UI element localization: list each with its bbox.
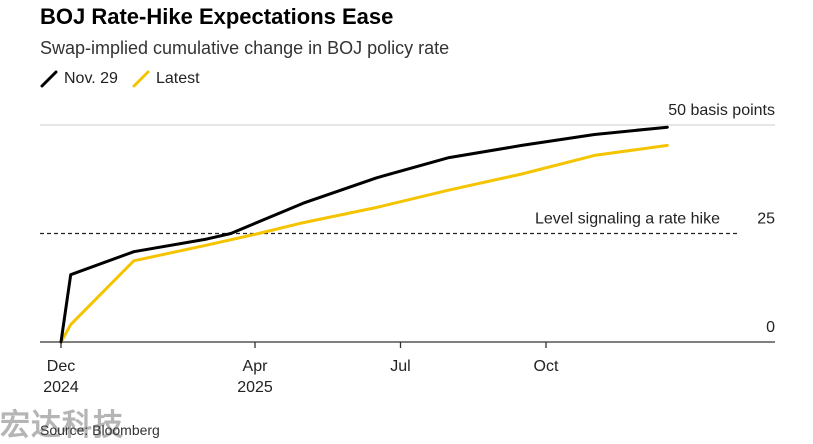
x-tick-label-0: Dec <box>47 358 75 375</box>
legend-item-latest: Latest <box>132 70 200 88</box>
x-tick-sublabel-1: 2025 <box>237 379 273 396</box>
y-tick-label-25: 25 <box>757 211 775 228</box>
x-tick-label-3: Oct <box>534 358 559 375</box>
legend-item-nov29: Nov. 29 <box>40 70 118 88</box>
chart-subtitle: Swap-implied cumulative change in BOJ po… <box>40 38 450 58</box>
reference-line-label: Level signaling a rate hike <box>535 211 720 228</box>
series-line-latest <box>59 143 669 344</box>
series-line-nov29 <box>59 125 669 344</box>
source-note: Source: Bloomberg <box>40 422 160 438</box>
x-tick-label-2: Jul <box>390 358 410 375</box>
legend: Nov. 29 Latest <box>40 70 214 88</box>
legend-swatch-latest <box>132 70 150 88</box>
legend-label-latest: Latest <box>155 70 200 87</box>
x-tick-sublabel-0: 2024 <box>43 379 79 396</box>
y-tick-label-0: 0 <box>766 319 775 336</box>
watermark-logo: 宏达科技 <box>0 408 124 443</box>
x-tick-label-1: Apr <box>243 358 269 375</box>
legend-label-nov29: Nov. 29 <box>64 70 118 87</box>
legend-swatch-nov29 <box>40 70 58 88</box>
y-tick-label-50: 50 basis points <box>668 102 775 119</box>
chart-title: BOJ Rate-Hike Expectations Ease <box>40 4 394 29</box>
